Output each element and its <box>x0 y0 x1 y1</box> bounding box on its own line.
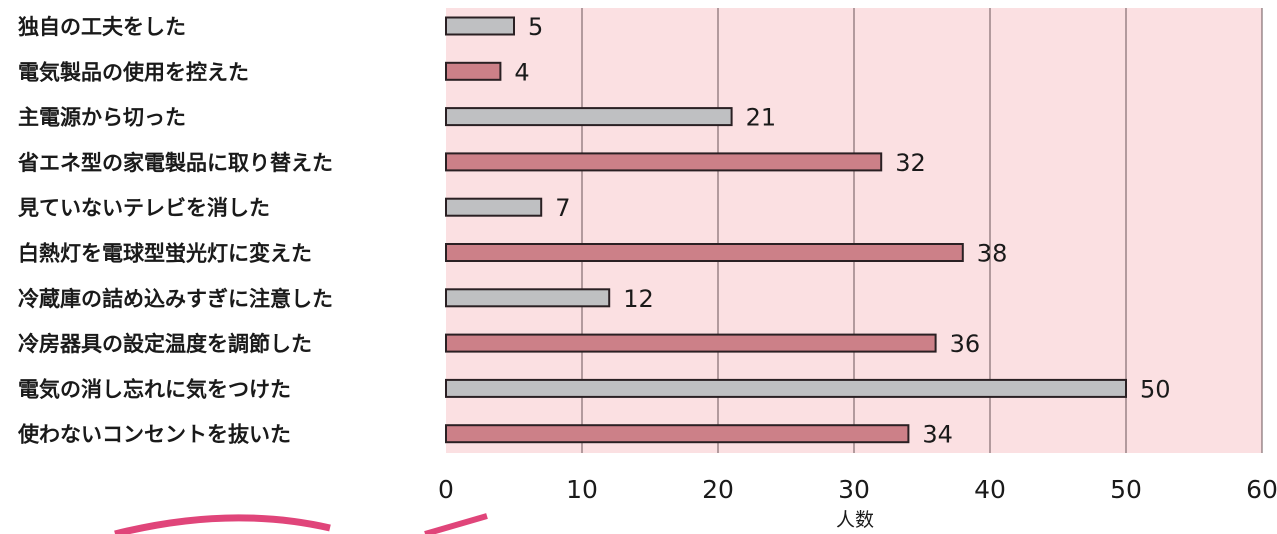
category-label: 冷蔵庫の詰め込みすぎに注意した <box>18 287 333 311</box>
data-label: 34 <box>922 421 953 449</box>
data-label: 50 <box>1140 375 1171 403</box>
category-label: 電気製品の使用を控えた <box>18 60 249 84</box>
data-label: 21 <box>746 104 777 132</box>
bar <box>445 243 964 262</box>
x-axis-title: 人数 <box>836 509 874 531</box>
bar <box>445 61 502 81</box>
data-label: 4 <box>514 58 529 86</box>
category-label: 主電源から切った <box>18 106 186 130</box>
bar <box>445 152 883 172</box>
bar <box>445 16 515 36</box>
data-label: 32 <box>895 149 926 177</box>
data-label: 36 <box>950 330 981 358</box>
bar <box>445 424 910 444</box>
data-label: 7 <box>555 194 570 222</box>
gridlines <box>581 8 1263 453</box>
x-tick-label: 30 <box>838 475 870 504</box>
bar <box>445 333 937 353</box>
value-labels: 5 4 21 32 7 38 12 36 50 34 <box>514 13 1170 449</box>
bar <box>445 107 733 127</box>
category-label: 省エネ型の家電製品に取り替えた <box>17 151 333 175</box>
bars <box>445 16 1127 444</box>
bar <box>445 288 611 308</box>
category-label: 見ていないテレビを消した <box>18 196 270 220</box>
x-tick-labels: 0 10 20 30 40 50 60 <box>438 475 1277 504</box>
category-label: 白熱灯を電球型蛍光灯に変えた <box>18 242 312 266</box>
category-label: 冷房器具の設定温度を調節した <box>18 332 312 356</box>
bar <box>445 378 1127 398</box>
bar <box>445 197 543 217</box>
category-label: 独自の工夫をした <box>18 15 186 39</box>
data-label: 5 <box>528 13 543 41</box>
x-tick-label: 20 <box>702 475 734 504</box>
decorative-arrow-stroke <box>424 513 488 534</box>
category-labels: 独自の工夫をした電気製品の使用を控えた主電源から切った省エネ型の家電製品に取り替… <box>17 15 333 447</box>
x-tick-label: 50 <box>1110 475 1142 504</box>
category-label: 電気の消し忘れに気をつけた <box>18 377 291 401</box>
category-label: 使わないコンセントを抜いた <box>17 423 291 447</box>
data-label: 38 <box>977 240 1008 268</box>
x-tick-label: 10 <box>566 475 598 504</box>
decorative-arc <box>114 514 331 534</box>
x-tick-label: 40 <box>974 475 1006 504</box>
x-tick-label: 0 <box>438 475 454 504</box>
x-tick-label: 60 <box>1246 475 1277 504</box>
data-label: 12 <box>623 285 654 313</box>
